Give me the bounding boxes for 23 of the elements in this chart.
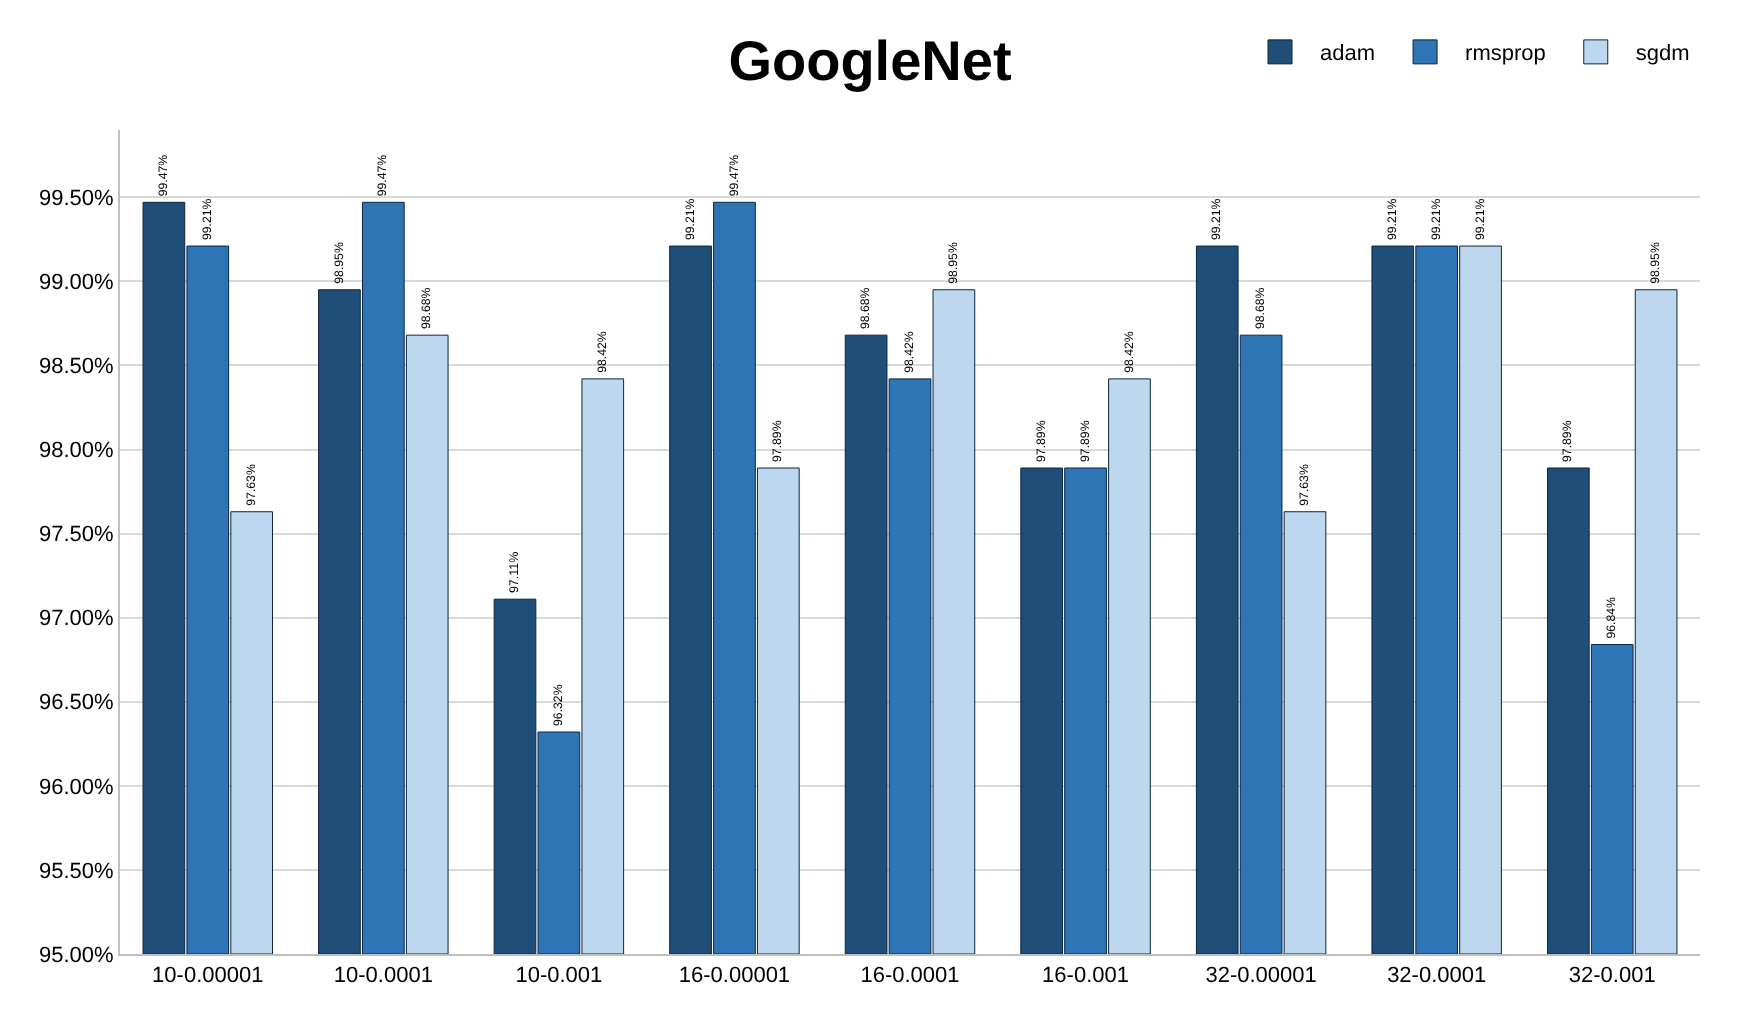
x-tick-label: 32-0.00001: [1205, 964, 1317, 989]
legend-label: adam: [1320, 42, 1376, 67]
y-tick-label: 97.50%: [38, 523, 115, 548]
x-tick-label: 16-0.001: [1042, 964, 1129, 989]
legend-label: sgdm: [1635, 42, 1690, 67]
y-tick-label: 98.00%: [38, 439, 115, 464]
x-tick-label: 16-0.00001: [678, 964, 791, 989]
y-tick-label: 99.00%: [38, 271, 115, 296]
chart-title: GoogleNet: [728, 30, 1012, 93]
legend-label: rmsprop: [1465, 42, 1546, 67]
y-tick-label: 96.50%: [38, 691, 115, 716]
x-tick-label: 32-0.0001: [1387, 964, 1487, 989]
x-tick-label: 16-0.0001: [860, 964, 960, 989]
y-tick-label: 96.00%: [38, 775, 115, 800]
x-tick-label: 32-0.001: [1568, 964, 1656, 989]
y-tick-label: 98.50%: [38, 355, 115, 380]
y-tick-label: 99.50%: [38, 186, 115, 211]
y-tick-label: 95.00%: [38, 943, 115, 968]
x-tick-label: 10-0.0001: [333, 964, 433, 989]
x-tick-label: 10-0.001: [515, 964, 603, 989]
y-tick-label: 95.50%: [38, 859, 115, 884]
x-tick-label: 10-0.00001: [152, 964, 264, 989]
y-tick-label: 97.00%: [38, 607, 115, 632]
